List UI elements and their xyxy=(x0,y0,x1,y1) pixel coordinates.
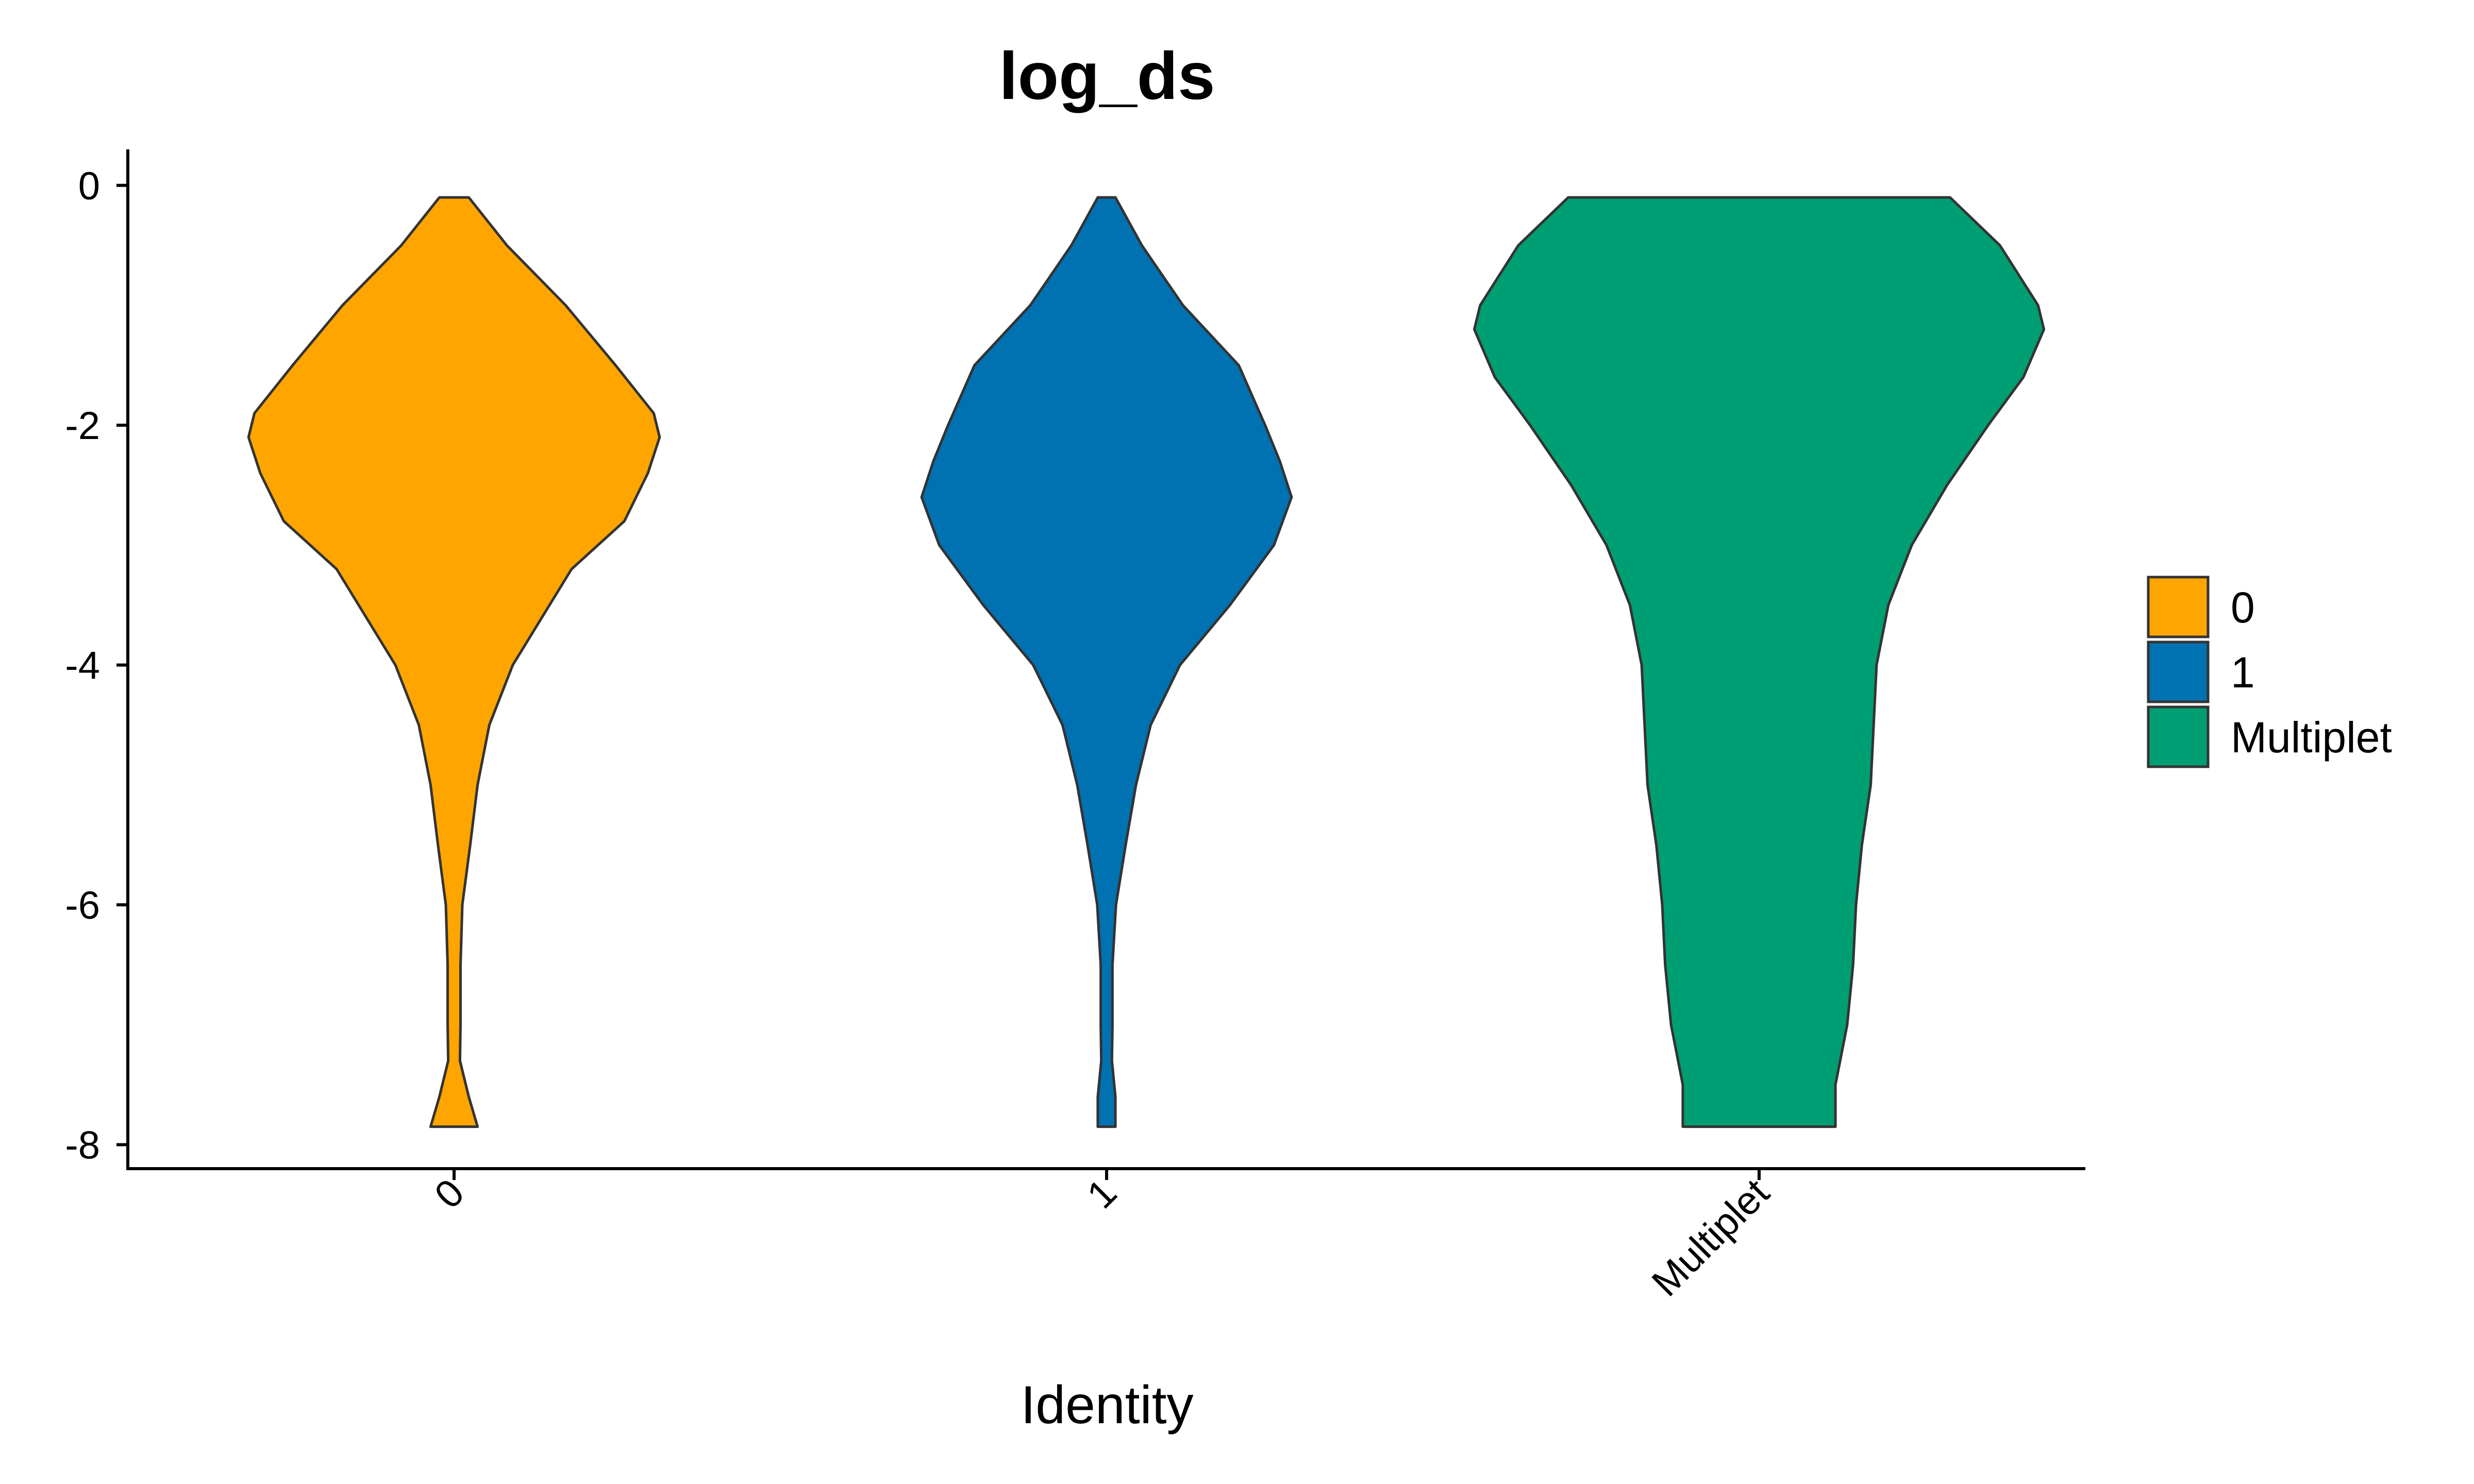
x-axis-ticks: 0 1 Multiplet xyxy=(426,1169,1778,1305)
y-tick-label: 0 xyxy=(78,164,100,208)
x-tick-label: 0 xyxy=(426,1171,473,1217)
x-tick-label: 1 xyxy=(1079,1171,1125,1217)
y-axis-ticks: 0 -2 -4 -6 -8 xyxy=(65,164,128,1167)
y-tick-label: -6 xyxy=(65,884,100,927)
y-tick-label: -2 xyxy=(65,404,100,448)
legend-swatch-1 xyxy=(2147,640,2210,703)
legend-swatch-multiplet xyxy=(2147,705,2210,768)
legend-swatch-0 xyxy=(2147,576,2210,638)
violin-multiplet xyxy=(1473,196,2046,1128)
chart-title: log_ds xyxy=(999,38,1215,113)
x-axis-title: Identity xyxy=(1021,1375,1193,1435)
legend-label-multiplet: Multiplet xyxy=(2231,713,2392,762)
y-tick-label: -4 xyxy=(65,644,100,688)
violin-1 xyxy=(920,196,1293,1128)
violin-0 xyxy=(247,196,661,1128)
legend-label-1: 1 xyxy=(2231,648,2255,697)
x-tick-label: Multiplet xyxy=(1644,1171,1778,1305)
y-tick-label: -8 xyxy=(65,1123,100,1167)
legend-label-0: 0 xyxy=(2231,583,2255,632)
violin-group xyxy=(247,196,2046,1128)
legend: 0 1 Multiplet xyxy=(2147,576,2392,768)
